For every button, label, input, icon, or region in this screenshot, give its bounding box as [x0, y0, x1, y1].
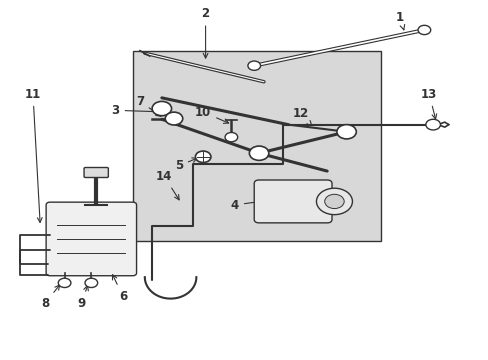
Text: 7: 7 — [136, 95, 161, 116]
Circle shape — [425, 119, 440, 130]
FancyBboxPatch shape — [46, 202, 136, 276]
Text: 14: 14 — [156, 170, 179, 200]
Circle shape — [249, 146, 268, 160]
Circle shape — [417, 25, 430, 35]
Text: 6: 6 — [112, 275, 127, 303]
Circle shape — [58, 278, 71, 288]
Circle shape — [316, 188, 352, 215]
FancyBboxPatch shape — [254, 180, 331, 223]
Circle shape — [85, 278, 98, 288]
Circle shape — [152, 102, 171, 116]
Text: 11: 11 — [25, 88, 42, 222]
Circle shape — [195, 151, 210, 162]
Text: 10: 10 — [195, 105, 228, 123]
Circle shape — [247, 61, 260, 70]
FancyBboxPatch shape — [132, 51, 380, 241]
Circle shape — [224, 132, 237, 142]
Text: 5: 5 — [174, 158, 197, 172]
Text: 12: 12 — [292, 107, 311, 126]
Circle shape — [165, 112, 183, 125]
Text: 3: 3 — [111, 104, 167, 117]
FancyBboxPatch shape — [84, 167, 108, 177]
Circle shape — [324, 194, 344, 208]
Text: 13: 13 — [420, 88, 436, 119]
Text: 8: 8 — [41, 285, 60, 310]
Circle shape — [336, 125, 356, 139]
Text: 9: 9 — [77, 285, 88, 310]
Text: 4: 4 — [230, 198, 269, 212]
Text: 2: 2 — [201, 8, 209, 58]
Text: 1: 1 — [395, 11, 404, 30]
